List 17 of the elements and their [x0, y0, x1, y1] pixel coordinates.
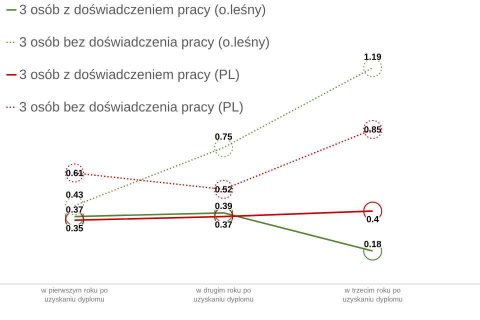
data-label: 0.43: [66, 191, 83, 198]
data-label: 0.37: [215, 221, 232, 228]
legend-label: 3 osób z doświadczeniem pracy (PL): [20, 69, 239, 82]
data-label: 0.4: [366, 216, 379, 222]
legend-label: 3 osób z doświadczeniem pracy (o.leśny): [20, 4, 266, 17]
point: [214, 138, 234, 158]
data-label: 0.61: [66, 170, 84, 176]
data-label: 1.19: [364, 54, 382, 60]
data-label: 0.37: [66, 206, 83, 213]
data-label: 0.18: [364, 240, 382, 248]
data-label: 0.52: [215, 186, 232, 193]
data-label: 0.35: [66, 224, 84, 232]
data-label: 0.75: [215, 133, 232, 140]
legend-label: 3 osób bez doświadczenia pracy (o.leśny): [20, 36, 269, 50]
data-label: 0.39: [215, 202, 232, 210]
legend-label: 3 osób bez doświadczenia pracy (PL): [20, 102, 243, 114]
data-label: 0.85: [364, 126, 382, 133]
